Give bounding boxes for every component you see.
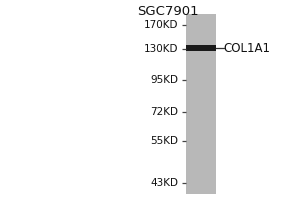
Text: 72KD: 72KD <box>151 107 178 117</box>
Text: 43KD: 43KD <box>151 178 178 188</box>
Text: 55KD: 55KD <box>151 136 178 146</box>
Bar <box>186 14 216 194</box>
Bar <box>186 45 216 51</box>
Text: 130KD: 130KD <box>144 44 178 54</box>
Text: 170KD: 170KD <box>144 20 178 30</box>
Text: SGC7901: SGC7901 <box>137 5 199 18</box>
Text: COL1A1: COL1A1 <box>224 42 271 54</box>
Text: 95KD: 95KD <box>151 75 178 85</box>
